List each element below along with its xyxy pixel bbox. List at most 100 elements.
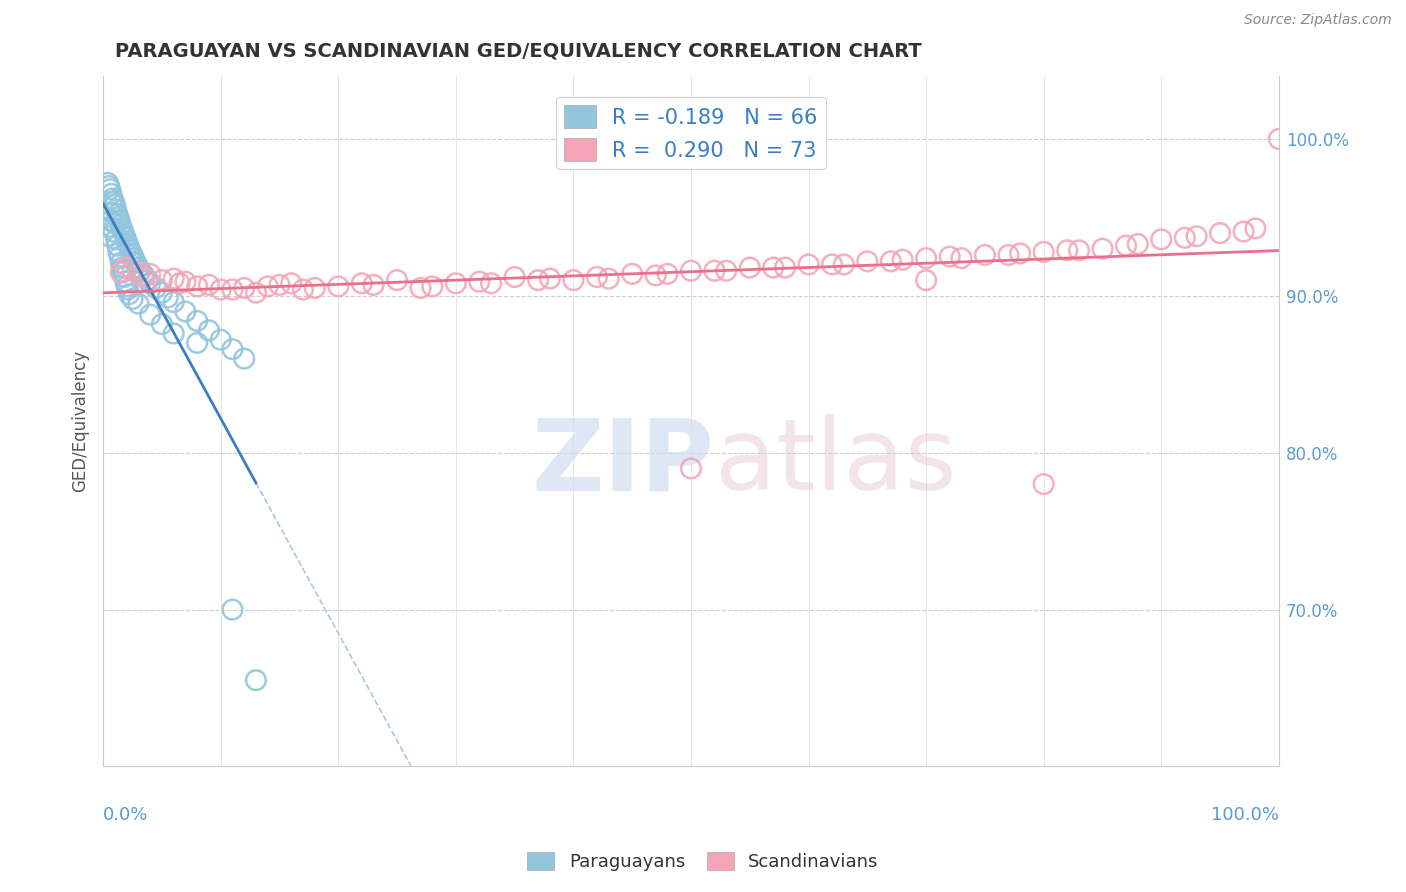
Point (163, 271, 186, 285)
Point (98, 182, 121, 196)
Point (163, 326, 186, 341)
Point (114, 275, 136, 289)
Point (121, 264, 143, 278)
Point (1185, 229, 1208, 244)
Point (127, 267, 149, 281)
Point (127, 260, 149, 275)
Point (598, 271, 620, 285)
Point (468, 275, 491, 289)
Point (110, 265, 132, 279)
Point (97, 176, 120, 190)
Point (703, 264, 725, 278)
Point (1032, 477, 1054, 491)
Point (134, 270, 156, 285)
Point (111, 221, 134, 235)
Point (156, 290, 179, 304)
Point (1232, 225, 1254, 239)
Point (409, 281, 432, 295)
Point (125, 256, 148, 270)
Point (657, 267, 679, 281)
Point (98, 229, 121, 244)
Point (101, 205, 124, 219)
Point (797, 257, 820, 271)
Text: 0.0%: 0.0% (103, 805, 149, 823)
Point (444, 277, 467, 291)
Point (108, 213, 131, 227)
Point (139, 308, 162, 322)
Point (221, 342, 243, 356)
Text: atlas: atlas (714, 414, 956, 511)
Point (1032, 244, 1054, 259)
Point (679, 461, 702, 475)
Point (139, 277, 162, 291)
Point (101, 192, 124, 206)
Point (420, 279, 443, 293)
Point (129, 264, 152, 278)
Point (115, 234, 138, 248)
Point (174, 275, 197, 289)
Point (1268, 132, 1291, 146)
Point (938, 250, 960, 264)
Point (100, 213, 122, 227)
Point (1209, 226, 1232, 240)
Point (586, 270, 609, 285)
Point (163, 295, 186, 310)
Point (1115, 238, 1137, 252)
Point (117, 237, 139, 252)
Text: Source: ZipAtlas.com: Source: ZipAtlas.com (1244, 13, 1392, 28)
Point (1067, 244, 1090, 258)
Point (112, 265, 135, 279)
Point (256, 279, 278, 293)
Point (115, 260, 138, 275)
Point (209, 333, 232, 347)
Point (245, 673, 267, 688)
Point (198, 323, 221, 337)
Point (221, 602, 243, 616)
Point (762, 260, 785, 275)
Point (538, 271, 561, 285)
Point (112, 270, 135, 285)
Point (134, 268, 156, 283)
Point (112, 227, 135, 242)
Point (98, 219, 121, 234)
Point (107, 244, 129, 259)
Point (1150, 232, 1173, 246)
Point (562, 273, 585, 287)
Point (915, 251, 938, 265)
Point (104, 217, 127, 231)
Point (1174, 231, 1197, 245)
Point (621, 267, 644, 281)
Point (186, 279, 208, 293)
Point (121, 292, 143, 306)
Point (974, 248, 997, 262)
Point (644, 268, 666, 283)
Point (145, 281, 167, 295)
Legend: Paraguayans, Scandinavians: Paraguayans, Scandinavians (520, 845, 886, 879)
Text: ZIP: ZIP (531, 414, 714, 511)
Point (105, 207, 128, 221)
Point (122, 251, 145, 265)
Point (169, 277, 191, 291)
Point (950, 251, 973, 265)
Point (110, 256, 132, 270)
Point (100, 186, 122, 201)
Point (186, 314, 208, 328)
Point (821, 257, 844, 271)
Point (121, 248, 143, 262)
Point (915, 273, 938, 287)
Point (479, 277, 502, 291)
Point (124, 254, 146, 268)
Point (105, 232, 128, 246)
Point (105, 238, 128, 252)
Point (1056, 244, 1078, 258)
Point (856, 254, 879, 268)
Point (150, 285, 173, 300)
Point (503, 270, 526, 285)
Point (1126, 237, 1149, 252)
Point (186, 335, 208, 350)
Point (117, 283, 139, 297)
Point (304, 281, 326, 295)
Point (111, 260, 134, 275)
Point (104, 198, 127, 212)
Point (136, 273, 159, 287)
